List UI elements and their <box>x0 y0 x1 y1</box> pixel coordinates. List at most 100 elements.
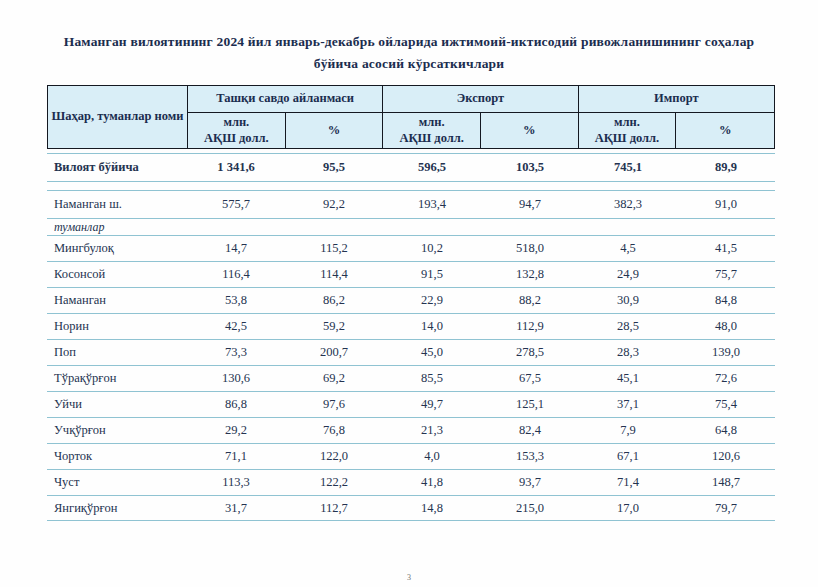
row-value: 596,5 <box>383 160 481 175</box>
header-group-trade-turnover: Ташқи савдо айланмаси <box>188 86 383 113</box>
row-value: 112,9 <box>481 319 579 334</box>
row-value: 75,4 <box>677 397 775 412</box>
row-value: 4,5 <box>579 241 677 256</box>
row-value: 91,5 <box>383 267 481 282</box>
table-row: Учқўрғон 29,2 76,8 21,3 82,4 7,9 64,8 <box>47 417 775 443</box>
table-row: Наманган ш. 575,7 92,2 193,4 94,7 382,3 … <box>47 190 775 218</box>
row-value: 75,7 <box>677 267 775 282</box>
row-value: 7,9 <box>579 423 677 438</box>
row-value: 67,5 <box>481 371 579 386</box>
row-value: 24,9 <box>579 267 677 282</box>
table-body: Вилоят бўйича 1 341,6 95,5 596,5 103,5 7… <box>47 153 775 521</box>
table-row: Уйчи 86,8 97,6 49,7 125,1 37,1 75,4 <box>47 391 775 417</box>
row-value: 41,8 <box>383 475 481 490</box>
unit-line1: млн. <box>223 115 249 131</box>
row-value: 132,8 <box>481 267 579 282</box>
row-value: 45,1 <box>579 371 677 386</box>
row-value: 41,5 <box>677 241 775 256</box>
header-name-column: Шаҳар, туманлар номи <box>48 86 188 148</box>
unit-line2: АҚШ долл. <box>595 131 660 147</box>
row-value: 45,0 <box>383 345 481 360</box>
row-name: Учқўрғон <box>47 423 187 438</box>
row-value: 215,0 <box>481 501 579 516</box>
table-row: Норин 42,5 59,2 14,0 112,9 28,5 48,0 <box>47 313 775 339</box>
row-value: 31,7 <box>187 501 285 516</box>
row-value: 94,7 <box>481 197 579 212</box>
row-value: 10,2 <box>383 241 481 256</box>
row-value: 28,3 <box>579 345 677 360</box>
row-value: 278,5 <box>481 345 579 360</box>
row-value: 30,9 <box>579 293 677 308</box>
row-value: 53,8 <box>187 293 285 308</box>
row-value: 4,0 <box>383 449 481 464</box>
row-name: Косонсой <box>47 267 187 282</box>
row-value: 42,5 <box>187 319 285 334</box>
row-value: 88,2 <box>481 293 579 308</box>
row-value: 59,2 <box>285 319 383 334</box>
row-value: 22,9 <box>383 293 481 308</box>
row-value: 48,0 <box>677 319 775 334</box>
table-row <box>47 181 775 190</box>
row-name: Тўрақўрғон <box>47 371 187 386</box>
table-row: Мингбулоқ 14,7 115,2 10,2 518,0 4,5 41,5 <box>47 235 775 261</box>
row-value: 72,6 <box>677 371 775 386</box>
row-value: 382,3 <box>579 197 677 212</box>
row-name: Мингбулоқ <box>47 241 187 256</box>
row-value: 125,1 <box>481 397 579 412</box>
row-value: 103,5 <box>481 160 579 175</box>
row-value: 116,4 <box>187 267 285 282</box>
row-name: Чуст <box>47 475 187 490</box>
table-row: Тўрақўрғон 130,6 69,2 85,5 67,5 45,1 72,… <box>47 365 775 391</box>
row-value: 89,9 <box>677 160 775 175</box>
table-row: Наманган 53,8 86,2 22,9 88,2 30,9 84,8 <box>47 287 775 313</box>
header-group-export: Экспорт <box>383 86 578 113</box>
row-value: 28,5 <box>579 319 677 334</box>
header-sub-export-amount: млн. АҚШ долл. <box>383 113 481 148</box>
row-value: 67,1 <box>579 449 677 464</box>
row-value: 114,4 <box>285 267 383 282</box>
row-value: 518,0 <box>481 241 579 256</box>
row-value: 71,1 <box>187 449 285 464</box>
row-value: 37,1 <box>579 397 677 412</box>
row-value: 73,3 <box>187 345 285 360</box>
table-row: туманлар <box>47 218 775 235</box>
row-name: Наманган ш. <box>47 197 187 212</box>
row-value: 115,2 <box>285 241 383 256</box>
row-value: 85,5 <box>383 371 481 386</box>
document-page: Наманган вилоятининг 2024 йил январь-дек… <box>0 0 818 587</box>
table-row: Косонсой 116,4 114,4 91,5 132,8 24,9 75,… <box>47 261 775 287</box>
header-group-import: Импорт <box>579 86 774 113</box>
row-value: 1 341,6 <box>187 160 285 175</box>
header-sub-import-percent: % <box>676 113 774 148</box>
header-sub-trade-amount: млн. АҚШ долл. <box>188 113 286 148</box>
header-sub-export-percent: % <box>481 113 579 148</box>
header-sub-trade-percent: % <box>286 113 384 148</box>
row-name: Янгиқўрғон <box>47 501 187 516</box>
header-sub-import-amount: млн. АҚШ долл. <box>579 113 677 148</box>
unit-line1: млн. <box>614 115 640 131</box>
row-value: 82,4 <box>481 423 579 438</box>
row-name: туманлар <box>47 220 775 235</box>
row-name: Норин <box>47 319 187 334</box>
row-value: 86,8 <box>187 397 285 412</box>
unit-line2: АҚШ долл. <box>204 131 269 147</box>
table-header: Шаҳар, туманлар номи Ташқи савдо айланма… <box>47 85 775 149</box>
row-value: 92,2 <box>285 197 383 212</box>
row-value: 49,7 <box>383 397 481 412</box>
unit-line2: АҚШ долл. <box>399 131 464 147</box>
row-value: 139,0 <box>677 345 775 360</box>
row-value: 193,4 <box>383 197 481 212</box>
row-name: Поп <box>47 345 187 360</box>
row-value: 14,7 <box>187 241 285 256</box>
row-value: 14,0 <box>383 319 481 334</box>
row-value: 113,3 <box>187 475 285 490</box>
table-row: Янгиқўрғон 31,7 112,7 14,8 215,0 17,0 79… <box>47 495 775 521</box>
table-row: Поп 73,3 200,7 45,0 278,5 28,3 139,0 <box>47 339 775 365</box>
row-name: Уйчи <box>47 397 187 412</box>
row-value: 153,3 <box>481 449 579 464</box>
table-row: Вилоят бўйича 1 341,6 95,5 596,5 103,5 7… <box>47 153 775 181</box>
row-value: 21,3 <box>383 423 481 438</box>
unit-line1: млн. <box>419 115 445 131</box>
row-value: 91,0 <box>677 197 775 212</box>
row-name: Вилоят бўйича <box>47 160 187 175</box>
